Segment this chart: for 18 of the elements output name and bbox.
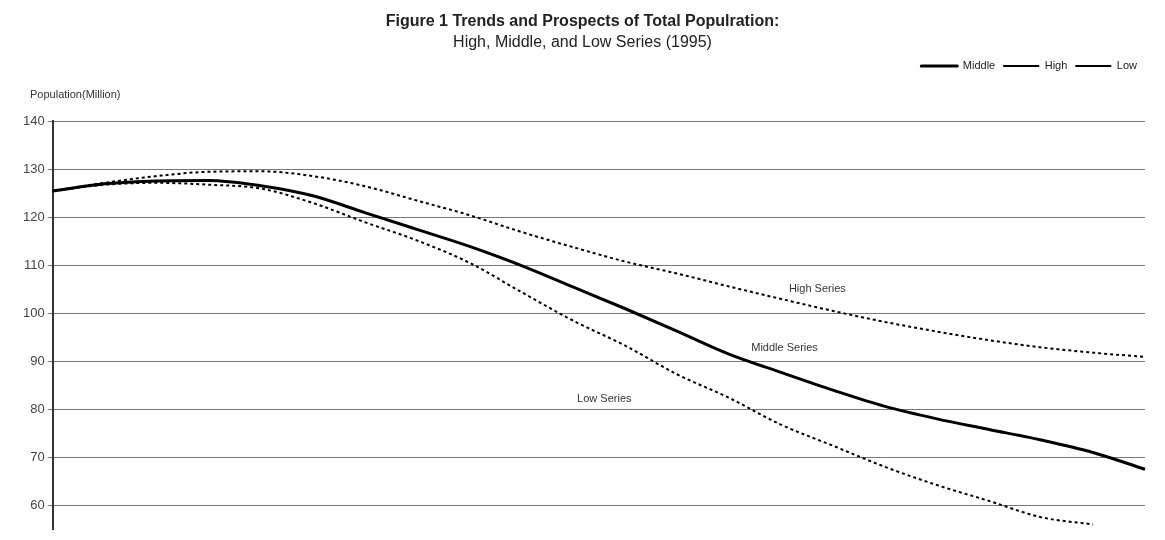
legend-label: Middle	[962, 58, 996, 71]
y-tick-label: 80	[30, 400, 45, 416]
y-tick-label: 130	[22, 160, 45, 176]
legend-label: High	[1044, 58, 1068, 71]
legend-label: Low	[1116, 58, 1138, 71]
y-tick-label: 60	[30, 496, 45, 512]
annotation: Low Series	[577, 391, 633, 404]
y-tick-label: 110	[23, 256, 45, 272]
chart-title: Figure 1 Trends and Prospects of Total Populration:	[385, 12, 780, 30]
y-tick-label: 120	[22, 208, 45, 224]
annotation: Middle Series	[751, 340, 819, 353]
chart-subtitle: High, Middle, and Low Series (1995)	[453, 33, 712, 51]
y-tick-label: 70	[30, 448, 45, 464]
annotation: High Series	[788, 281, 847, 294]
y-tick-label: 140	[22, 112, 45, 128]
y-axis-title: Population(Million)	[30, 88, 121, 101]
y-tick-label: 90	[30, 352, 45, 368]
y-tick-label: 100	[22, 304, 45, 320]
